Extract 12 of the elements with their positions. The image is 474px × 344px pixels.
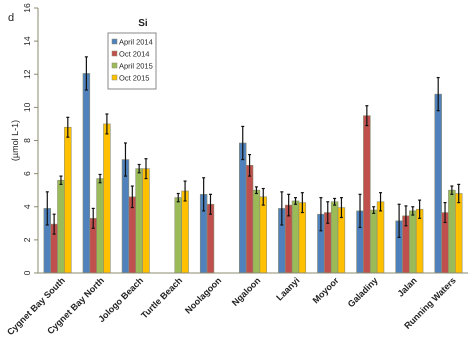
text: d [8,12,14,24]
y-tick-label: 10 [22,102,32,112]
y-tick-label: 2 [22,237,32,242]
y-axis-title: (µmol L-1) [10,120,20,162]
y-tick-label: 6 [22,170,32,176]
y-tick-label: 4 [22,204,32,210]
text: Si [138,18,148,29]
y-tick-label: 12 [22,69,32,79]
y-tick-label: 0 [22,270,32,276]
y-tick-label: 14 [22,36,32,46]
y-tick-label: 8 [22,138,32,143]
y-tick-label: 16 [22,3,32,13]
